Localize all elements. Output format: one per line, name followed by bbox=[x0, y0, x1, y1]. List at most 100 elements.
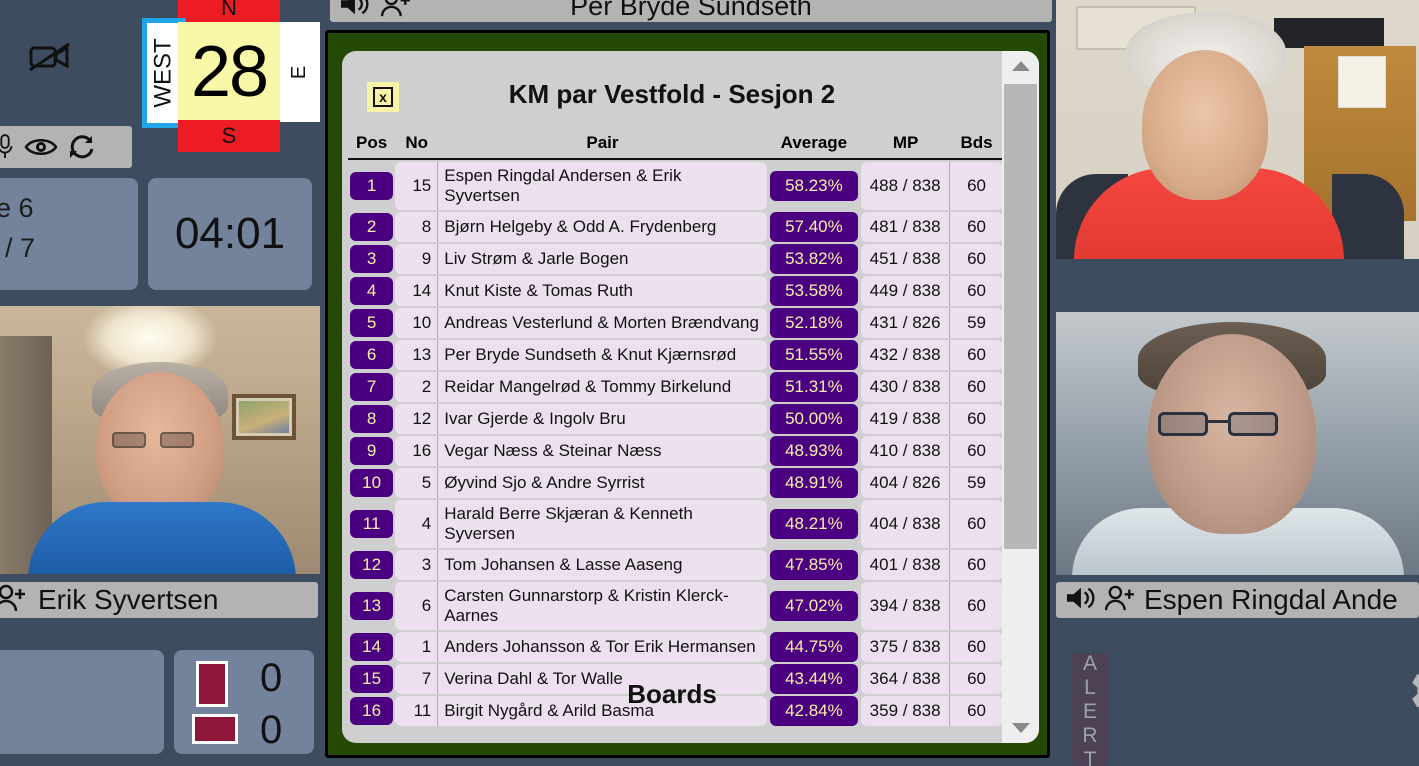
video-glasses-bridge bbox=[1208, 420, 1230, 423]
cell-no: 1 bbox=[395, 632, 439, 662]
cell-bds: 60 bbox=[950, 500, 1003, 548]
cell-no: 15 bbox=[395, 162, 439, 210]
cell-pos: 11 bbox=[348, 500, 395, 548]
table-row[interactable]: 6 13 Per Bryde Sundseth & Knut Kjærnsrød 51… bbox=[348, 340, 1003, 370]
video-label-right[interactable]: Espen Ringdal Ande bbox=[1056, 582, 1419, 618]
cell-mp: 451 / 838 bbox=[861, 244, 951, 274]
scroll-down-button[interactable] bbox=[1002, 713, 1039, 743]
table-row[interactable]: 12 3 Tom Johansen & Lasse Aaseng 47.85% 401 … bbox=[348, 550, 1003, 580]
cell-bds: 60 bbox=[950, 162, 1003, 210]
table-row[interactable]: 14 1 Anders Johansson & Tor Erik Hermansen… bbox=[348, 632, 1003, 662]
cell-no: 4 bbox=[395, 500, 439, 548]
video-tile-right-bottom[interactable] bbox=[1056, 312, 1419, 575]
cell-pos: 8 bbox=[348, 404, 395, 434]
cell-pos: 10 bbox=[348, 468, 395, 498]
table-row[interactable]: 7 2 Reidar Mangelrød & Tommy Birkelund 51.3… bbox=[348, 372, 1003, 402]
column-header-mp[interactable]: MP bbox=[861, 129, 951, 160]
cell-pos: 16 bbox=[348, 696, 395, 726]
scroll-up-button[interactable] bbox=[1002, 51, 1039, 81]
close-icon: x bbox=[373, 87, 393, 107]
scrollbar[interactable] bbox=[1002, 51, 1039, 743]
cell-pair: Reidar Mangelrød & Tommy Birkelund bbox=[438, 372, 767, 402]
column-header-pair[interactable]: Pair bbox=[438, 129, 767, 160]
column-header-no[interactable]: No bbox=[395, 129, 439, 160]
cell-pos: 5 bbox=[348, 308, 395, 338]
add-person-icon[interactable] bbox=[1104, 585, 1136, 616]
compass-north: N bbox=[178, 0, 280, 24]
video-tile-left[interactable] bbox=[0, 306, 320, 574]
eye-icon[interactable] bbox=[24, 135, 58, 159]
cell-mp: 481 / 838 bbox=[861, 212, 951, 242]
cell-pos: 7 bbox=[348, 372, 395, 402]
cell-bds: 59 bbox=[950, 308, 1003, 338]
table-row[interactable]: 11 4 Harald Berre Skjæran & Kenneth Syvers… bbox=[348, 500, 1003, 548]
cell-pos: 1 bbox=[348, 162, 395, 210]
cell-pair: Bjørn Helgeby & Odd A. Frydenberg bbox=[438, 212, 767, 242]
speaker-icon[interactable] bbox=[1064, 585, 1096, 616]
table-row[interactable]: 9 16 Vegar Næss & Steinar Næss 48.93% 410 / … bbox=[348, 436, 1003, 466]
table-row[interactable]: 3 9 Liv Strøm & Jarle Bogen 53.82% 451 / 838… bbox=[348, 244, 1003, 274]
cell-pos: 13 bbox=[348, 582, 395, 630]
cell-pair: Verina Dahl & Tor Walle bbox=[438, 664, 767, 694]
column-header-bds[interactable]: Bds bbox=[950, 129, 1003, 160]
table-row[interactable]: 2 8 Bjørn Helgeby & Odd A. Frydenberg 57.40… bbox=[348, 212, 1003, 242]
cell-bds: 60 bbox=[950, 632, 1003, 662]
table-row[interactable]: 8 12 Ivar Gjerde & Ingolv Bru 50.00% 419 / 8… bbox=[348, 404, 1003, 434]
video-label-top[interactable]: Per Bryde Sundseth bbox=[330, 0, 1052, 22]
column-header-pos[interactable]: Pos bbox=[348, 129, 396, 160]
video-glasses-right bbox=[160, 432, 194, 448]
table-round-info: able 6 d 7 / 7 bbox=[0, 178, 138, 290]
results-scroll-area[interactable]: Pos No Pair Average MP Bds 1 15 Espen Ring… bbox=[342, 127, 1003, 743]
cell-no: 9 bbox=[395, 244, 439, 274]
video-dark-box bbox=[1274, 18, 1384, 48]
table-row[interactable]: 13 6 Carsten Gunnarstorp & Kristin Klerck-… bbox=[348, 582, 1003, 630]
cell-no: 16 bbox=[395, 436, 439, 466]
results-table-body: 1 15 Espen Ringdal Andersen & Erik Syverts… bbox=[348, 162, 1003, 726]
video-shoulder-right bbox=[1332, 174, 1404, 259]
cell-bds: 60 bbox=[950, 276, 1003, 306]
video-label-left[interactable]: Erik Syvertsen bbox=[0, 582, 318, 618]
table-row[interactable]: 16 11 Birgit Nygård & Arild Basma 42.84% 359… bbox=[348, 696, 1003, 726]
video-tile-right-top[interactable] bbox=[1056, 0, 1419, 259]
cell-no: 13 bbox=[395, 340, 439, 370]
cell-mp: 488 / 838 bbox=[861, 162, 951, 210]
cell-bds: 59 bbox=[950, 468, 1003, 498]
gear-icon[interactable] bbox=[1404, 655, 1419, 719]
microphone-icon[interactable] bbox=[0, 133, 16, 161]
cell-bds: 60 bbox=[950, 582, 1003, 630]
table-label: able 6 bbox=[0, 193, 34, 223]
camera-off-icon[interactable] bbox=[28, 40, 72, 74]
cell-average: 47.02% bbox=[767, 582, 862, 630]
cell-average: 48.91% bbox=[767, 468, 862, 498]
table-row[interactable]: 15 7 Verina Dahl & Tor Walle 43.44% 364 / 83… bbox=[348, 664, 1003, 694]
scrollbar-thumb[interactable] bbox=[1004, 84, 1037, 549]
table-row[interactable]: 10 5 Øyvind Sjo & Andre Syrrist 48.91% 404 /… bbox=[348, 468, 1003, 498]
cell-pos: 4 bbox=[348, 276, 395, 306]
cell-pos: 9 bbox=[348, 436, 395, 466]
cell-no: 5 bbox=[395, 468, 439, 498]
table-row[interactable]: 4 14 Knut Kiste & Tomas Ruth 53.58% 449 / 83… bbox=[348, 276, 1003, 306]
add-person-icon[interactable] bbox=[0, 584, 28, 617]
add-person-icon[interactable] bbox=[380, 0, 412, 22]
cell-average: 51.31% bbox=[767, 372, 862, 402]
cell-pair: Harald Berre Skjæran & Kenneth Syversen bbox=[438, 500, 767, 548]
card-back-horizontal-icon bbox=[192, 714, 238, 744]
close-button[interactable]: x bbox=[367, 82, 399, 112]
cell-pair: Espen Ringdal Andersen & Erik Syvertsen bbox=[438, 162, 767, 210]
cell-pair: Birgit Nygård & Arild Basma bbox=[438, 696, 767, 726]
table-row[interactable]: 1 15 Espen Ringdal Andersen & Erik Syverts… bbox=[348, 162, 1003, 210]
table-row[interactable]: 5 10 Andreas Vesterlund & Morten Brændvang… bbox=[348, 308, 1003, 338]
column-header-average[interactable]: Average bbox=[766, 129, 862, 160]
boards-footer-label[interactable]: Boards bbox=[627, 679, 717, 709]
refresh-icon[interactable] bbox=[66, 134, 96, 160]
cell-no: 2 bbox=[395, 372, 439, 402]
speaker-icon[interactable] bbox=[338, 0, 370, 22]
card-panel-empty bbox=[0, 650, 164, 754]
cell-no: 7 bbox=[395, 664, 439, 694]
cell-bds: 60 bbox=[950, 404, 1003, 434]
cell-average: 51.55% bbox=[767, 340, 862, 370]
cell-pos: 6 bbox=[348, 340, 395, 370]
